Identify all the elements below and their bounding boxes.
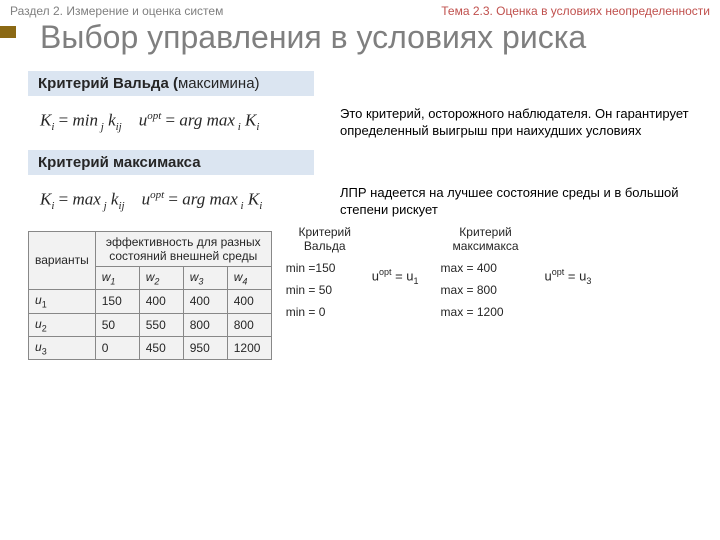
table-row: варианты эффективность для разных состоя…: [29, 231, 272, 266]
cell: 50: [95, 313, 139, 336]
wald-optimal: uopt = u1: [372, 219, 419, 286]
col-w4: w4: [227, 266, 271, 289]
table-row: u3 0 450 950 1200: [29, 336, 272, 359]
cell: 800: [227, 313, 271, 336]
criterion-wald-rest: максимина): [178, 75, 260, 92]
table-row: u1 150 400 400 400: [29, 290, 272, 313]
desc-wald: Это критерий, осторожного наблюдателя. О…: [340, 100, 720, 140]
row-u2-label: u2: [29, 313, 96, 336]
cell: 400: [183, 290, 227, 313]
col-w1: w1: [95, 266, 139, 289]
col-w2: w2: [139, 266, 183, 289]
accent-stripe: [0, 26, 16, 38]
col-variants: варианты: [29, 231, 96, 289]
cell: 400: [227, 290, 271, 313]
cell: 800: [183, 313, 227, 336]
criterion-wald-bold: Критерий Вальда (: [38, 75, 178, 92]
col-efficiency: эффективность для разных состояний внешн…: [95, 231, 271, 266]
page-title: Выбор управления в условиях риска: [0, 18, 720, 61]
max-line: max = 1200: [441, 305, 531, 319]
cell: 400: [139, 290, 183, 313]
wald-line: min =150: [286, 261, 364, 275]
wald-line: min = 0: [286, 305, 364, 319]
cell: 550: [139, 313, 183, 336]
maximax-calcs: Критерий максимакса max = 400 max = 800 …: [441, 219, 531, 327]
criterion-wald-label: Критерий Вальда (максимина): [28, 71, 314, 96]
row-u3-label: u3: [29, 336, 96, 359]
max-line: max = 400: [441, 261, 531, 275]
maximax-optimal: uopt = u3: [545, 219, 592, 286]
cell: 0: [95, 336, 139, 359]
criterion-maximax-bold: Критерий максимакса: [38, 154, 201, 171]
max-line: max = 800: [441, 283, 531, 297]
desc-maximax: ЛПР надеется на лучшее состояние среды и…: [340, 179, 720, 219]
wald-calc-header: Критерий Вальда: [286, 225, 364, 253]
cell: 450: [139, 336, 183, 359]
formula-wald: Ki = min j kij uopt = arg max i Ki: [40, 100, 340, 133]
topic-label: Тема 2.3. Оценка в условиях неопределенн…: [441, 4, 710, 18]
cell: 1200: [227, 336, 271, 359]
criterion-maximax-label: Критерий максимакса: [28, 150, 314, 175]
section-label: Раздел 2. Измерение и оценка систем: [10, 4, 223, 18]
table-row: u2 50 550 800 800: [29, 313, 272, 336]
col-w3: w3: [183, 266, 227, 289]
cell: 150: [95, 290, 139, 313]
formula-maximax: Ki = max j kij uopt = arg max i Ki: [40, 179, 340, 212]
cell: 950: [183, 336, 227, 359]
wald-line: min = 50: [286, 283, 364, 297]
maximax-calc-header: Критерий максимакса: [441, 225, 531, 253]
row-u1-label: u1: [29, 290, 96, 313]
wald-calcs: Критерий Вальда min =150 min = 50 min = …: [286, 219, 364, 327]
efficiency-table: варианты эффективность для разных состоя…: [28, 231, 272, 361]
